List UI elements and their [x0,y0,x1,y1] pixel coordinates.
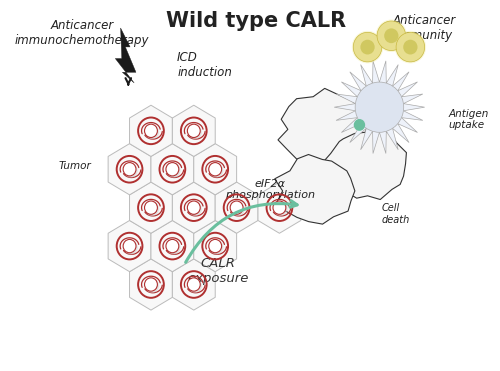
Text: CALR
exposure: CALR exposure [187,257,248,285]
Circle shape [166,163,180,178]
Polygon shape [194,220,236,272]
Text: eIF2α
phosphorylation: eIF2α phosphorylation [225,178,315,200]
Text: Anticancer
immunity: Anticancer immunity [393,14,456,42]
Polygon shape [274,154,355,224]
Polygon shape [116,28,136,83]
Circle shape [188,201,200,214]
Text: Wild type CALR: Wild type CALR [166,11,346,31]
Polygon shape [130,259,172,310]
Circle shape [376,20,407,52]
Circle shape [166,240,180,255]
Circle shape [210,163,224,178]
Circle shape [273,201,286,214]
Polygon shape [278,88,371,171]
Polygon shape [172,259,215,310]
Circle shape [188,279,202,293]
Circle shape [231,202,245,216]
Polygon shape [151,220,194,272]
Circle shape [124,163,138,178]
Polygon shape [172,182,215,233]
Circle shape [146,279,159,293]
Circle shape [396,32,424,62]
Text: Antigen
uptake: Antigen uptake [448,109,489,130]
Circle shape [355,82,404,132]
Polygon shape [194,144,236,195]
Circle shape [188,278,200,291]
Circle shape [403,40,417,55]
Circle shape [166,162,179,176]
Circle shape [146,202,159,216]
Polygon shape [334,61,424,154]
Circle shape [146,125,159,139]
Circle shape [123,239,136,253]
Circle shape [123,162,136,176]
Circle shape [352,31,383,63]
Circle shape [354,119,365,131]
Text: Cell
death: Cell death [382,203,410,225]
Circle shape [144,278,158,291]
Circle shape [166,239,179,253]
Polygon shape [130,105,172,157]
Text: Tumor: Tumor [58,161,91,171]
Circle shape [210,240,224,255]
Polygon shape [108,144,151,195]
Circle shape [188,202,202,216]
Polygon shape [258,182,301,233]
Circle shape [377,21,406,50]
Polygon shape [130,182,172,233]
Polygon shape [172,105,215,157]
Circle shape [188,124,200,138]
Circle shape [230,201,243,214]
Circle shape [384,29,398,43]
Circle shape [209,162,222,176]
Circle shape [188,125,202,139]
Polygon shape [108,220,151,272]
Circle shape [354,32,382,62]
Circle shape [274,202,287,216]
Text: Anticancer
immunochemotherapy: Anticancer immunochemotherapy [14,19,149,46]
Polygon shape [322,131,406,200]
Circle shape [360,40,374,55]
Polygon shape [151,144,194,195]
Circle shape [124,240,138,255]
Text: ICD
induction: ICD induction [177,50,232,79]
FancyArrowPatch shape [186,201,297,262]
Circle shape [394,31,426,63]
Circle shape [144,124,158,138]
Circle shape [144,201,158,214]
Circle shape [209,239,222,253]
Polygon shape [215,182,258,233]
